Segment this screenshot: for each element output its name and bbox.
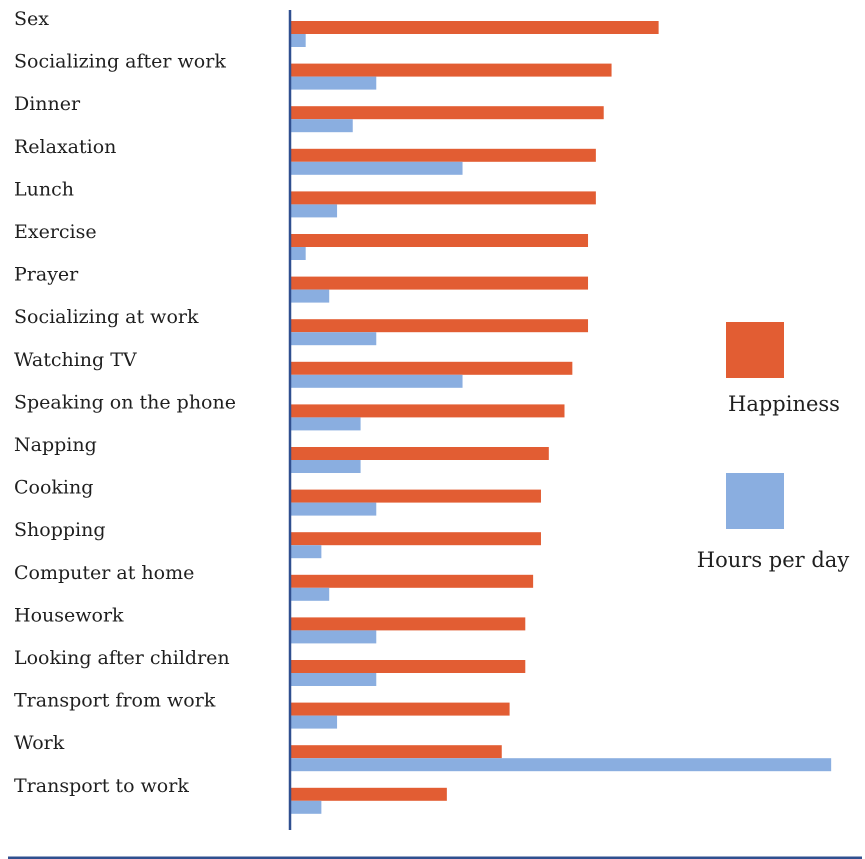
bar-happiness-socializing-after-work xyxy=(290,63,612,77)
bar-hours-per-day-napping xyxy=(290,460,361,473)
category-label-sex: Sex xyxy=(14,8,49,30)
bar-hours-per-day-prayer xyxy=(290,289,330,303)
category-label-looking-after-children: Looking after children xyxy=(14,647,230,669)
bar-happiness-lunch xyxy=(290,191,596,205)
bar-hours-per-day-looking-after-children xyxy=(290,673,377,686)
category-label-transport-to-work: Transport to work xyxy=(14,775,189,797)
category-label-transport-from-work: Transport from work xyxy=(14,690,216,712)
bar-hours-per-day-shopping xyxy=(290,545,322,559)
category-label-speaking-on-the-phone: Speaking on the phone xyxy=(14,391,236,413)
bar-happiness-shopping xyxy=(290,532,541,546)
bar-happiness-looking-after-children xyxy=(290,660,526,673)
bar-hours-per-day-computer-at-home xyxy=(290,587,330,601)
category-label-napping: Napping xyxy=(14,434,97,456)
bar-happiness-computer-at-home xyxy=(290,574,534,588)
bar-happiness-transport-to-work xyxy=(290,787,447,801)
bar-hours-per-day-transport-from-work xyxy=(290,715,338,729)
bar-hours-per-day-socializing-at-work xyxy=(290,332,377,346)
bar-happiness-sex xyxy=(290,21,659,34)
category-label-lunch: Lunch xyxy=(14,178,74,200)
bar-happiness-watching-tv xyxy=(290,361,573,375)
legend-label-hours-per-day: Hours per day xyxy=(697,548,850,572)
category-label-housework: Housework xyxy=(14,604,124,626)
bar-happiness-speaking-on-the-phone xyxy=(290,404,565,418)
bar-hours-per-day-transport-to-work xyxy=(290,800,322,814)
bar-happiness-cooking xyxy=(290,489,541,503)
category-label-computer-at-home: Computer at home xyxy=(14,562,194,584)
category-label-work: Work xyxy=(14,732,65,754)
bar-hours-per-day-cooking xyxy=(290,502,377,516)
legend-swatch-happiness xyxy=(726,322,784,378)
category-label-exercise: Exercise xyxy=(14,221,97,243)
bar-hours-per-day-lunch xyxy=(290,204,338,218)
bar-hours-per-day-relaxation xyxy=(290,161,463,175)
category-label-socializing-after-work: Socializing after work xyxy=(14,51,226,73)
category-label-prayer: Prayer xyxy=(14,264,79,286)
bar-hours-per-day-dinner xyxy=(290,119,353,133)
category-label-socializing-at-work: Socializing at work xyxy=(14,306,199,328)
category-label-shopping: Shopping xyxy=(14,519,106,541)
legend-swatch-hours-per-day xyxy=(726,473,784,529)
bar-happiness-relaxation xyxy=(290,148,596,162)
category-label-dinner: Dinner xyxy=(14,93,81,115)
legend-label-happiness: Happiness xyxy=(728,392,840,416)
bars xyxy=(290,21,832,814)
bar-hours-per-day-watching-tv xyxy=(290,374,463,388)
bar-happiness-work xyxy=(290,745,502,759)
bar-happiness-prayer xyxy=(290,276,589,290)
category-label-cooking: Cooking xyxy=(14,477,93,499)
bar-hours-per-day-sex xyxy=(290,34,306,47)
category-label-relaxation: Relaxation xyxy=(14,136,116,158)
bar-happiness-socializing-at-work xyxy=(290,319,589,333)
bar-happiness-exercise xyxy=(290,234,589,247)
legend: Happiness Hours per day xyxy=(697,322,850,572)
bar-happiness-housework xyxy=(290,617,526,631)
category-labels: Sex Socializing after work Dinner Relaxatio… xyxy=(14,8,236,797)
category-label-watching-tv: Watching TV xyxy=(14,349,137,371)
bar-hours-per-day-speaking-on-the-phone xyxy=(290,417,361,431)
bar-hours-per-day-exercise xyxy=(290,247,306,260)
bar-hours-per-day-work xyxy=(290,758,832,772)
bar-happiness-transport-from-work xyxy=(290,702,510,716)
bar-hours-per-day-socializing-after-work xyxy=(290,76,377,90)
bar-hours-per-day-housework xyxy=(290,630,377,644)
bar-happiness-napping xyxy=(290,447,549,460)
bar-happiness-dinner xyxy=(290,106,604,120)
